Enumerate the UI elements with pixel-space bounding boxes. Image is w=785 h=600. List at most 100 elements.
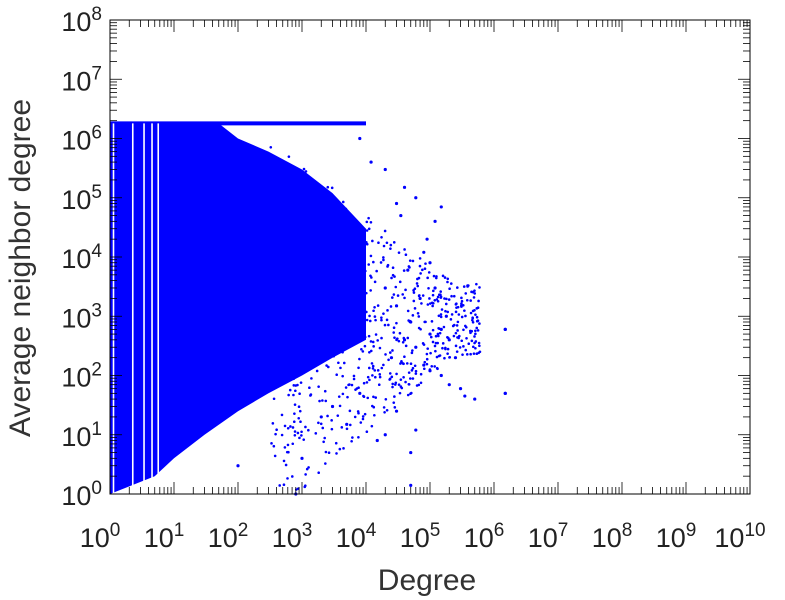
scatter-point [294, 488, 298, 491]
scatter-point [323, 436, 326, 440]
scatter-point [392, 293, 396, 296]
scatter-point [376, 339, 379, 342]
scatter-point [343, 283, 347, 286]
scatter-point [348, 219, 352, 222]
scatter-point [407, 371, 411, 374]
scatter-point [436, 295, 440, 299]
scatter-point [339, 366, 342, 370]
scatter-point [432, 289, 435, 293]
scatter-point [416, 284, 420, 288]
scatter-point [355, 387, 359, 390]
y-tick-label: 102 [61, 360, 102, 393]
scatter-point [370, 362, 374, 365]
scatter-point [450, 313, 454, 316]
scatter-point [282, 266, 285, 269]
scatter-point [315, 369, 319, 373]
scatter-point [296, 255, 300, 259]
scatter-point [393, 383, 397, 386]
scatter-point [334, 331, 337, 334]
scatter-point [439, 315, 443, 319]
scatter-point [322, 331, 325, 335]
scatter-point [326, 202, 330, 206]
scatter-point [293, 403, 297, 406]
scatter-point [270, 379, 273, 383]
scatter-point [417, 315, 421, 318]
scatter-point [359, 276, 362, 280]
scatter-point [360, 283, 363, 287]
scatter-point [478, 344, 481, 348]
scatter-point [464, 314, 467, 318]
scatter-point [446, 277, 450, 281]
scatter-point [429, 335, 433, 339]
scatter-point [341, 350, 344, 354]
y-tick-label: 106 [61, 123, 102, 156]
scatter-point [286, 379, 290, 383]
scatter-point [269, 200, 272, 203]
scatter-point [461, 353, 464, 356]
scatter-point [347, 320, 351, 324]
scatter-point [366, 375, 370, 379]
scatter-point [292, 393, 295, 397]
scatter-point [409, 450, 413, 455]
scatter-point [317, 253, 321, 256]
scatter-point [373, 369, 377, 372]
scatter-point [411, 349, 414, 352]
scatter-point [307, 428, 310, 432]
scatter-point [293, 345, 296, 349]
scatter-point [330, 186, 334, 190]
scatter-point [274, 432, 277, 436]
x-tick-label: 102 [208, 520, 249, 553]
scatter-point [411, 259, 415, 263]
scatter-point [405, 362, 409, 365]
scatter-point [317, 225, 320, 229]
scatter-point [314, 432, 318, 435]
scatter-point [286, 426, 290, 430]
scatter-point [393, 406, 397, 409]
scatter-point [437, 314, 441, 318]
scatter-point [478, 350, 482, 354]
scatter-point [433, 365, 436, 368]
scatter-point [402, 269, 406, 272]
scatter-point [301, 236, 304, 240]
scatter-point [403, 355, 406, 359]
scatter-point [385, 318, 389, 322]
scatter-point [351, 436, 354, 439]
scatter-point [419, 327, 422, 331]
scatter-point [287, 155, 291, 158]
y-tick-label: 107 [61, 63, 102, 96]
scatter-point [436, 299, 440, 303]
scatter-point [324, 399, 328, 403]
scatter-point [317, 321, 321, 325]
scatter-point [290, 355, 293, 359]
scatter-point [319, 192, 323, 195]
scatter-point [475, 282, 478, 286]
scatter-point [333, 251, 337, 255]
scatter-point [419, 272, 422, 275]
scatter-point [389, 305, 393, 308]
scatter-point [473, 292, 477, 295]
scatter-point [383, 323, 387, 327]
scatter-point [391, 266, 395, 270]
scatter-point [268, 331, 272, 335]
scatter-point [328, 245, 332, 249]
scatter-point [439, 290, 443, 293]
scatter-point [287, 281, 291, 284]
scatter-point [477, 341, 481, 345]
scatter-point [474, 329, 477, 333]
scatter-point [396, 294, 400, 297]
scatter-point [298, 242, 301, 245]
y-tick-label: 104 [61, 241, 102, 274]
scatter-point [382, 244, 386, 248]
scatter-point [428, 261, 432, 265]
scatter-point [319, 211, 322, 214]
scatter-point [400, 360, 403, 363]
scatter-point [280, 246, 284, 250]
scatter-point [414, 428, 418, 432]
scatter-point [272, 397, 276, 401]
scatter-point [348, 383, 351, 386]
scatter-point [399, 213, 403, 218]
scatter-point [341, 344, 344, 348]
scatter-point [350, 383, 354, 387]
scatter-point [282, 483, 286, 487]
scatter-point [432, 274, 436, 278]
